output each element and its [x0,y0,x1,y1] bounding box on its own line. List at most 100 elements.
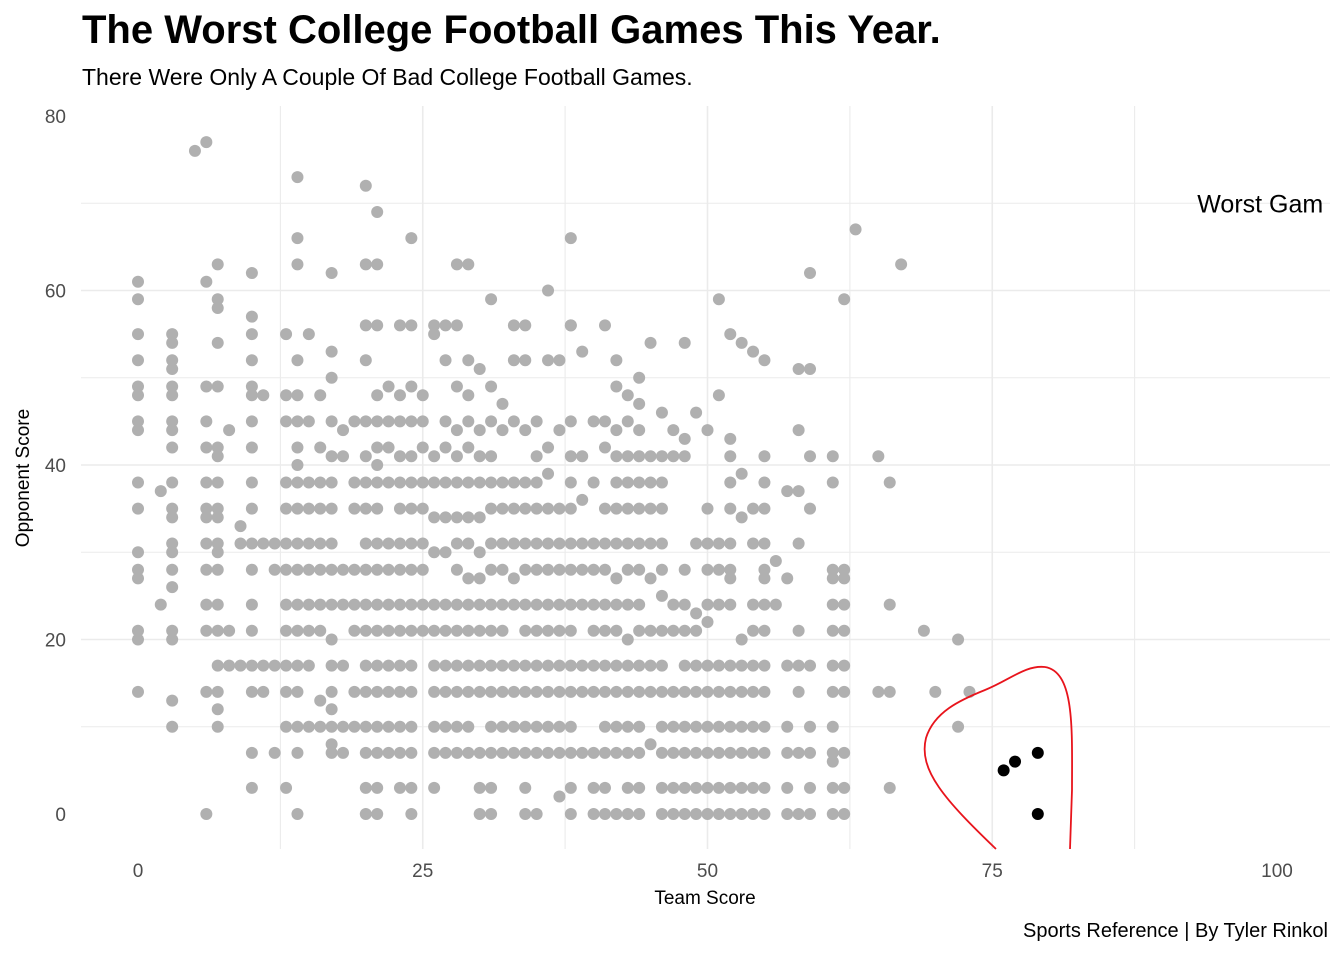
game-point [359,808,372,820]
game-point [405,415,418,428]
game-point [405,781,418,794]
game-point [564,720,577,733]
game-point [621,563,634,576]
game-point [633,502,646,515]
game-point [747,502,760,515]
game-point [393,781,406,794]
game-point [325,703,338,716]
game-point [450,537,463,550]
game-point [952,720,965,733]
game-point [507,502,520,515]
game-point [735,633,748,646]
game-point [325,502,338,515]
game-point [325,563,338,576]
game-point [804,808,817,820]
game-point [530,598,543,611]
game-point [542,537,555,550]
game-point [838,624,851,637]
game-point [439,746,452,759]
game-point [667,720,680,733]
game-point [485,781,498,794]
game-point [667,624,680,637]
x-tick-label: 50 [697,861,718,882]
game-point [393,502,406,515]
game-point [553,624,566,637]
game-point [804,502,817,515]
game-point [655,659,668,672]
game-point [280,720,293,733]
game-point [655,808,668,820]
game-point [200,511,213,524]
game-point [405,319,418,332]
game-point [610,424,623,437]
game-point [280,685,293,698]
game-point [428,319,441,332]
game-point [621,502,634,515]
game-point [553,746,566,759]
game-point [291,685,304,698]
game-point [633,598,646,611]
game-point [667,424,680,437]
game-point [473,363,486,376]
game-point [804,267,817,280]
game-point [473,624,486,637]
game-point [166,720,179,733]
game-point [462,720,475,733]
game-point [519,746,532,759]
game-point [337,746,350,759]
game-point [382,598,395,611]
game-point [712,659,725,672]
game-point [564,746,577,759]
game-point [405,232,418,245]
game-point [530,563,543,576]
game-point [598,659,611,672]
game-point [530,450,543,463]
game-point [314,720,327,733]
game-point [621,389,634,402]
game-point [200,563,213,576]
game-point [519,476,532,489]
game-point [553,598,566,611]
game-point [576,598,589,611]
game-point [314,502,327,515]
game-point [359,781,372,794]
game-point [519,808,532,820]
game-point [337,424,350,437]
game-point [564,659,577,672]
game-point [280,502,293,515]
game-point [337,659,350,672]
game-point [166,328,179,341]
game-point [826,781,839,794]
game-point [735,746,748,759]
game-point [473,808,486,820]
game-point [644,685,657,698]
game-point [325,633,338,646]
game-point [485,598,498,611]
game-point [758,685,771,698]
game-point [132,502,144,515]
game-point [291,746,304,759]
game-point [462,354,475,367]
game-point [450,380,463,393]
game-point [792,537,805,550]
game-point [280,624,293,637]
game-point [644,537,657,550]
game-point [485,476,498,489]
game-point [735,467,748,480]
game-point [747,659,760,672]
game-point [314,389,327,402]
game-point [485,808,498,820]
game-point [747,746,760,759]
game-point [416,476,429,489]
game-point [530,537,543,550]
game-point [223,424,236,437]
chart-title: The Worst College Football Games This Ye… [82,8,941,52]
game-point [473,476,486,489]
game-point [462,659,475,672]
game-point [758,746,771,759]
game-point [758,563,771,576]
game-point [655,589,668,602]
game-point [428,685,441,698]
game-point [245,781,258,794]
game-point [473,424,486,437]
